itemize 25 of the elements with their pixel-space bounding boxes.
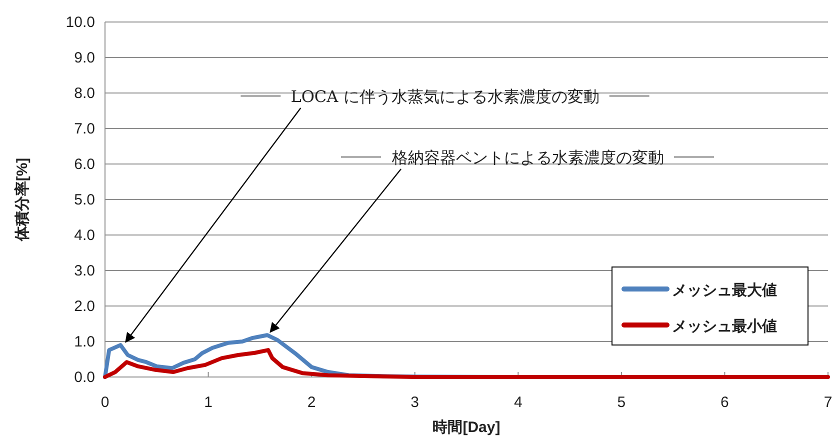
x-tick-label: 0 — [100, 394, 110, 411]
y-tick-label: 8.0 — [74, 85, 95, 102]
annotation: 格納容器ベントによる水素濃度の変動 — [391, 148, 664, 167]
y-tick-label: 0.0 — [74, 369, 95, 386]
legend-label: メッシュ最小値 — [672, 318, 777, 335]
annotation: LOCA に伴う水蒸気による水素濃度の変動 — [290, 87, 600, 106]
y-axis-title: 体積分率[%] — [13, 158, 31, 242]
x-tick-label: 7 — [824, 394, 832, 411]
y-tick-label: 7.0 — [74, 120, 95, 138]
y-tick-label: 5.0 — [74, 192, 95, 208]
x-tick-label: 5 — [617, 394, 626, 411]
y-tick-label: 6.0 — [74, 156, 95, 173]
x-tick-label: 2 — [307, 394, 316, 411]
y-tick-label: 2.0 — [74, 298, 95, 315]
x-axis-title: 時間[Day] — [432, 419, 500, 436]
y-tick-label: 1.0 — [74, 334, 95, 350]
x-tick-label: 6 — [720, 394, 729, 411]
y-tick-label: 4.0 — [74, 227, 95, 244]
y-tick-label: 3.0 — [74, 262, 95, 280]
legend-label: メッシュ最大値 — [672, 282, 777, 299]
y-tick-label: 9.0 — [74, 50, 95, 66]
x-tick-label: 1 — [204, 394, 212, 411]
y-tick-label: 10.0 — [66, 14, 95, 31]
x-tick-label: 3 — [410, 394, 420, 411]
x-tick-label: 4 — [514, 394, 522, 411]
